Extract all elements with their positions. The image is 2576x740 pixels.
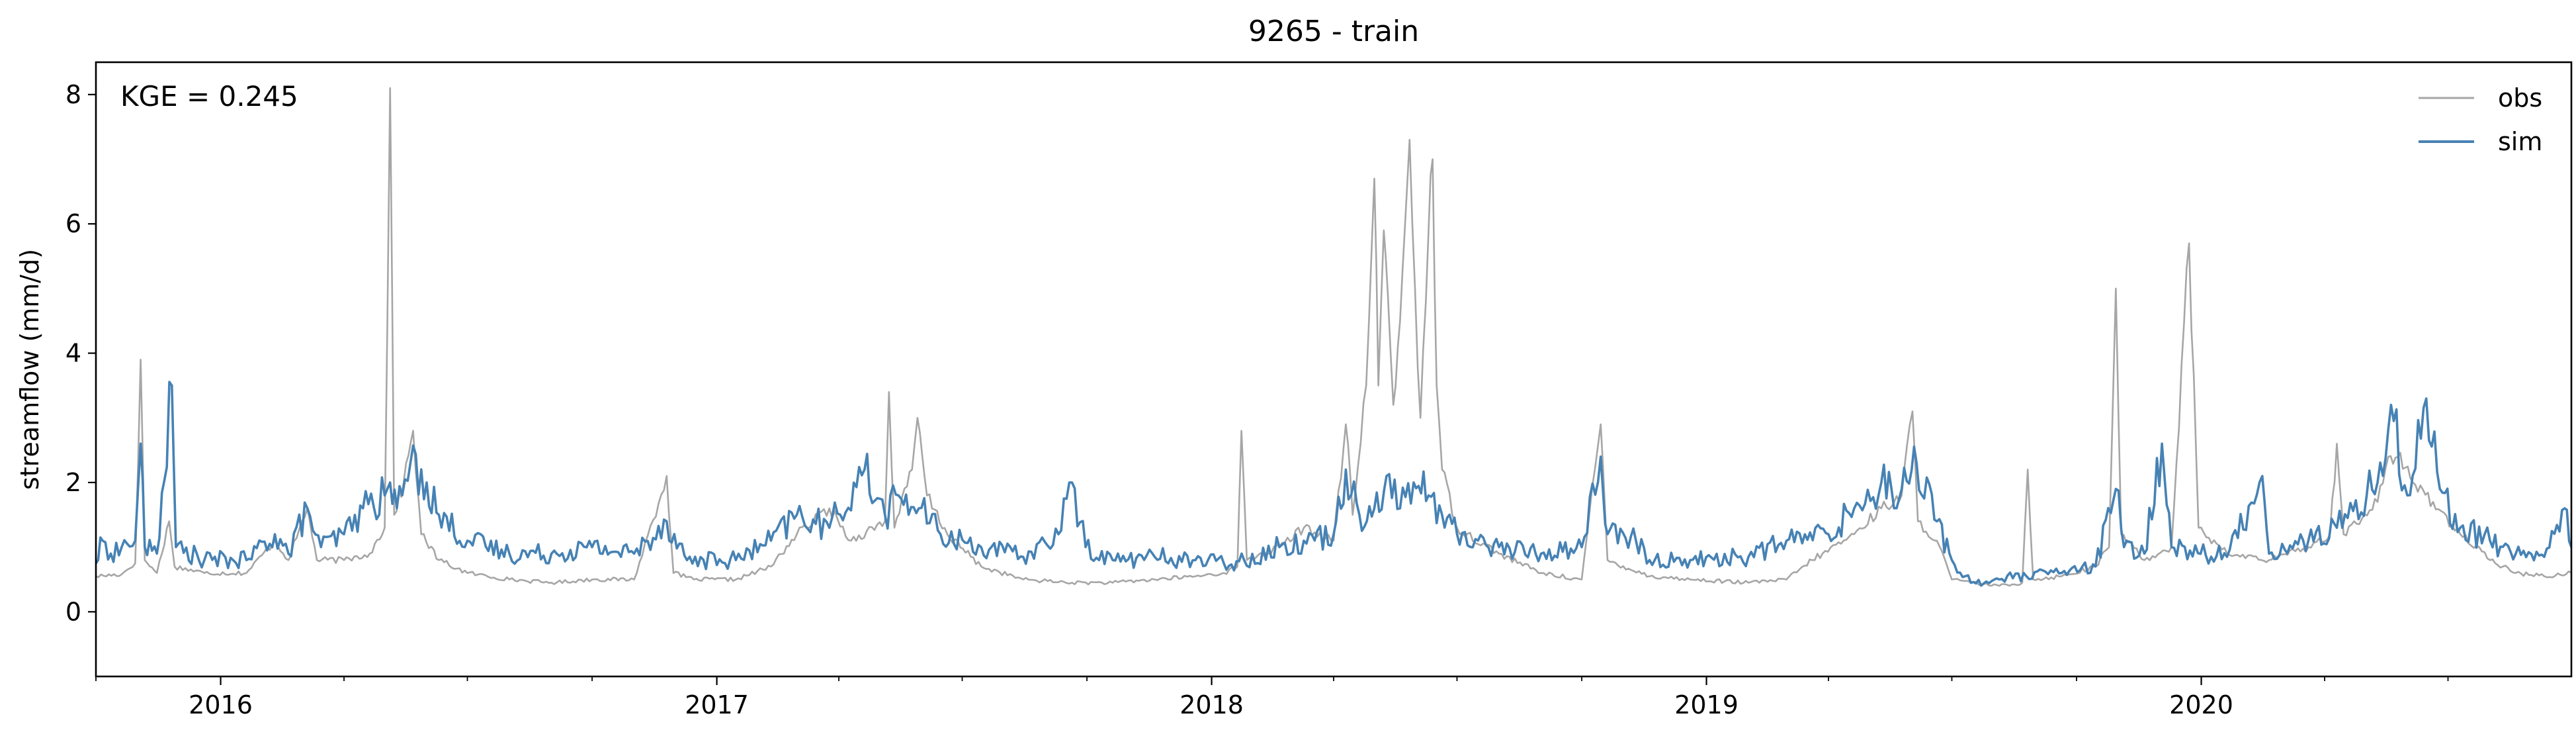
x-tick-label: 2020 <box>2169 690 2233 719</box>
series-line-sim <box>96 381 2571 587</box>
y-tick-label: 4 <box>65 339 81 368</box>
y-axis-label: streamflow (mm/d) <box>15 249 44 490</box>
legend-label-sim: sim <box>2498 127 2542 156</box>
legend: obs sim <box>2419 83 2542 156</box>
y-tick-label: 0 <box>65 597 81 626</box>
series-layer <box>96 87 2571 587</box>
legend-label-obs: obs <box>2498 83 2542 113</box>
x-axis: 2016 2017 2018 2019 2020 <box>95 676 2449 719</box>
y-tick-label: 6 <box>65 209 81 238</box>
kge-annotation: KGE = 0.245 <box>120 80 298 113</box>
x-tick-label: 2019 <box>1674 690 1739 719</box>
x-tick-label: 2016 <box>189 690 253 719</box>
y-axis: 0 2 4 6 8 <box>65 80 96 626</box>
x-tick-label: 2017 <box>685 690 749 719</box>
x-tick-label: 2018 <box>1180 690 1244 719</box>
y-tick-label: 8 <box>65 80 81 109</box>
chart-title: 9265 - train <box>1248 15 1419 48</box>
y-tick-label: 2 <box>65 468 81 497</box>
